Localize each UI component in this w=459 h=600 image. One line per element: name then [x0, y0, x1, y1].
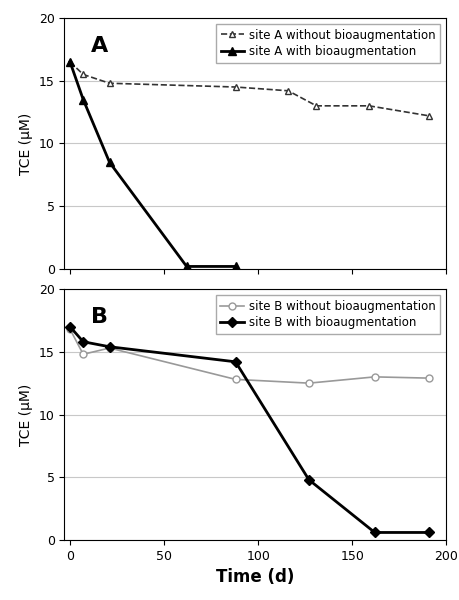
Y-axis label: TCE (μM): TCE (μM) — [19, 112, 33, 175]
site B with bioaugmentation — [80, 338, 86, 346]
site A without bioaugmentation — [106, 80, 112, 87]
Legend: site B without bioaugmentation, site B with bioaugmentation: site B without bioaugmentation, site B w… — [215, 295, 439, 334]
site A without bioaugmentation — [285, 87, 291, 94]
site A with bioaugmentation — [106, 159, 112, 166]
Line: site B without bioaugmentation: site B without bioaugmentation — [67, 326, 432, 386]
Text: B: B — [91, 307, 108, 326]
site A without bioaugmentation — [313, 102, 319, 109]
site A without bioaugmentation — [232, 83, 238, 91]
Y-axis label: TCE (μM): TCE (μM) — [19, 383, 33, 446]
Line: site A with bioaugmentation: site A with bioaugmentation — [66, 58, 239, 271]
X-axis label: Time (d): Time (d) — [216, 568, 294, 586]
site B without bioaugmentation — [80, 350, 86, 358]
site B without bioaugmentation — [371, 373, 377, 380]
site A without bioaugmentation — [425, 112, 431, 119]
site A without bioaugmentation — [80, 71, 86, 78]
site B with bioaugmentation — [371, 529, 377, 536]
site A with bioaugmentation — [67, 58, 73, 65]
site A with bioaugmentation — [184, 263, 189, 270]
site B without bioaugmentation — [232, 376, 238, 383]
site B with bioaugmentation — [306, 476, 311, 484]
site B without bioaugmentation — [106, 344, 112, 352]
site B with bioaugmentation — [106, 343, 112, 350]
site B without bioaugmentation — [425, 374, 431, 382]
site B without bioaugmentation — [306, 380, 311, 387]
Line: site A without bioaugmentation: site A without bioaugmentation — [67, 58, 432, 119]
Line: site B with bioaugmentation: site B with bioaugmentation — [67, 323, 432, 536]
site A with bioaugmentation — [232, 263, 238, 270]
Legend: site A without bioaugmentation, site A with bioaugmentation: site A without bioaugmentation, site A w… — [215, 24, 439, 63]
site B with bioaugmentation — [67, 323, 73, 330]
site B without bioaugmentation — [67, 326, 73, 333]
site A with bioaugmentation — [80, 96, 86, 103]
site A without bioaugmentation — [67, 58, 73, 65]
site B with bioaugmentation — [425, 529, 431, 536]
Text: A: A — [91, 35, 108, 56]
site B with bioaugmentation — [232, 358, 238, 365]
site A without bioaugmentation — [365, 102, 371, 109]
